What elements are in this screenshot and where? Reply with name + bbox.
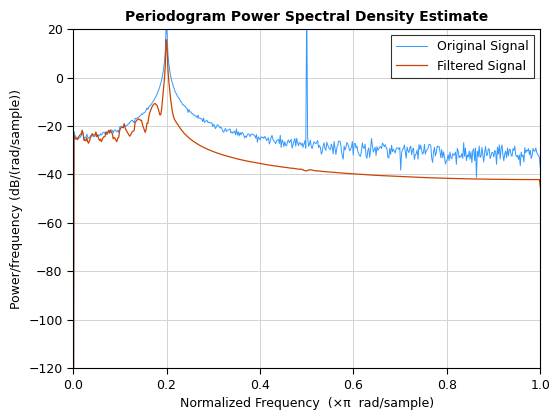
Original Signal <box>533 145 539 150</box>
Original Signal <box>166 62 172 67</box>
Original Signal <box>360 145 367 150</box>
Filtered Signal <box>155 105 161 110</box>
Filtered Signal <box>166 89 173 94</box>
X-axis label: Normalized Frequency  (×π  rad/sample): Normalized Frequency (×π rad/sample) <box>180 397 434 410</box>
Title: Periodogram Power Spectral Density Estimate: Periodogram Power Spectral Density Estim… <box>125 10 488 24</box>
Line: Original Signal: Original Signal <box>73 0 540 420</box>
Y-axis label: Power/frequency (dB/(rad/sample)): Power/frequency (dB/(rad/sample)) <box>10 89 23 309</box>
Original Signal <box>132 116 138 121</box>
Filtered Signal <box>78 131 85 136</box>
Original Signal <box>155 89 161 94</box>
Original Signal <box>304 0 310 3</box>
Filtered Signal <box>360 172 367 177</box>
Filtered Signal <box>537 184 544 189</box>
Original Signal <box>78 133 85 138</box>
Filtered Signal <box>163 37 170 42</box>
Legend: Original Signal, Filtered Signal: Original Signal, Filtered Signal <box>391 35 534 78</box>
Original Signal <box>537 165 544 171</box>
Filtered Signal <box>132 120 138 125</box>
Line: Filtered Signal: Filtered Signal <box>73 39 540 420</box>
Filtered Signal <box>533 177 539 182</box>
